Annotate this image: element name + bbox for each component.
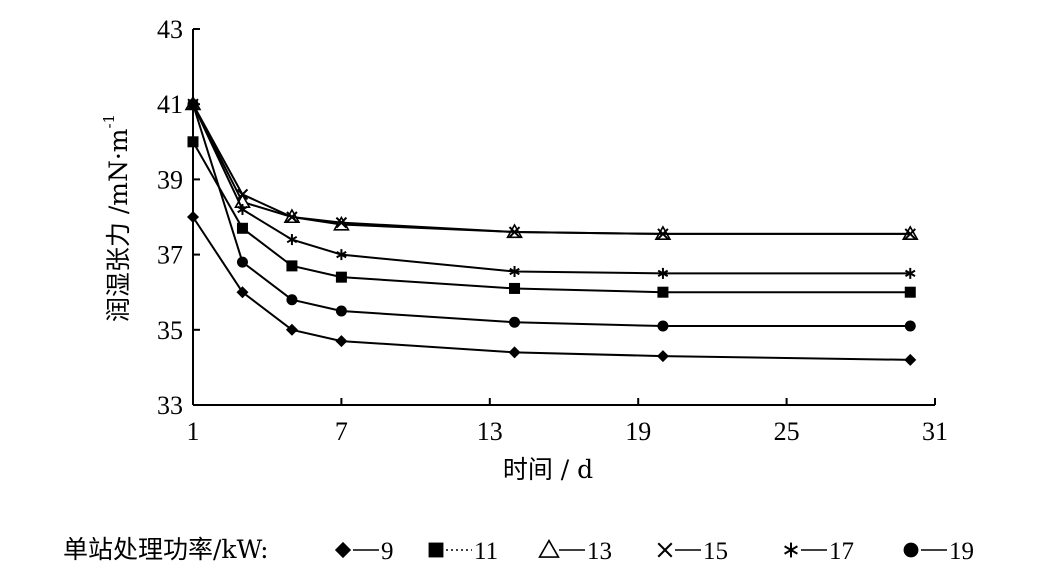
series-19 [187, 98, 916, 332]
data-point [237, 203, 248, 215]
legend-label: 9 [381, 538, 394, 565]
data-point [903, 542, 919, 558]
legend-label: 13 [587, 538, 612, 565]
data-point [236, 286, 249, 299]
data-point [335, 271, 347, 283]
legend: 单站处理功率/kW: 9 11 13 15 17 19 [63, 535, 974, 565]
data-point [784, 542, 798, 558]
legend-label: 11 [474, 538, 498, 565]
series-layer [184, 95, 919, 366]
data-point [657, 320, 669, 332]
data-point [335, 305, 347, 317]
data-point [236, 188, 249, 201]
data-point [236, 222, 248, 234]
data-point [657, 267, 669, 279]
y-axis-title: 润湿张力 /mN·m-1 [100, 114, 133, 322]
series-11 [187, 136, 916, 298]
legend-item-15: 15 [657, 538, 728, 565]
legend-title: 单站处理功率/kW: [63, 535, 269, 564]
y-tick-label: 35 [157, 316, 183, 345]
data-point [509, 316, 521, 328]
legend-item-13: 13 [538, 538, 612, 565]
data-point [508, 226, 521, 238]
data-point [657, 286, 669, 298]
y-tick-label: 39 [157, 165, 183, 194]
x-tick-label: 13 [477, 417, 503, 446]
series-line [192, 103, 911, 235]
data-point [905, 267, 916, 279]
y-tick-label: 41 [157, 90, 183, 119]
data-point [286, 211, 298, 223]
data-point [187, 211, 199, 223]
data-point [656, 350, 669, 363]
x-tick-label: 19 [625, 417, 651, 446]
data-point [335, 335, 348, 348]
axes [192, 29, 935, 406]
data-point [187, 136, 199, 148]
data-point [508, 346, 521, 359]
x-ticks: 1 7 13 19 25 31 [187, 398, 948, 446]
series-line [192, 103, 911, 235]
data-point [286, 294, 298, 306]
data-point [509, 266, 520, 278]
legend-label: 17 [829, 538, 854, 565]
x-tick-label: 25 [774, 417, 800, 446]
legend-item-11: 11 [428, 538, 498, 565]
y-tick-label: 37 [157, 241, 183, 270]
series-15 [187, 98, 916, 240]
data-point [904, 286, 916, 298]
data-point [428, 542, 444, 558]
data-point [336, 249, 347, 261]
legend-item-9: 9 [334, 538, 394, 565]
y-tick-label: 43 [157, 15, 183, 44]
data-point [657, 542, 673, 558]
x-tick-label: 7 [335, 417, 348, 446]
legend-label: 15 [703, 538, 728, 565]
data-point [657, 228, 669, 240]
legend-item-17: 17 [784, 538, 854, 565]
data-point [904, 353, 917, 366]
x-axis-title: 时间 / d [503, 455, 593, 484]
data-point [334, 541, 352, 559]
data-point [285, 323, 298, 336]
x-tick-label: 1 [187, 417, 200, 446]
y-tick-label: 33 [157, 391, 183, 420]
legend-label: 19 [949, 538, 974, 565]
data-point [904, 228, 916, 240]
data-point [286, 260, 298, 272]
legend-items: 9 11 13 15 17 19 [334, 538, 974, 565]
series-17 [187, 98, 916, 279]
x-tick-label: 31 [922, 417, 948, 446]
data-point [335, 216, 348, 229]
series-9 [187, 211, 917, 366]
data-point [286, 234, 298, 246]
data-point [187, 98, 199, 110]
legend-item-19: 19 [903, 538, 974, 565]
series-line [192, 103, 911, 275]
data-point [538, 538, 560, 558]
data-point [904, 320, 916, 332]
y-ticks: 33 35 37 39 41 43 [157, 15, 200, 420]
data-point [509, 282, 521, 294]
data-point [236, 256, 248, 268]
